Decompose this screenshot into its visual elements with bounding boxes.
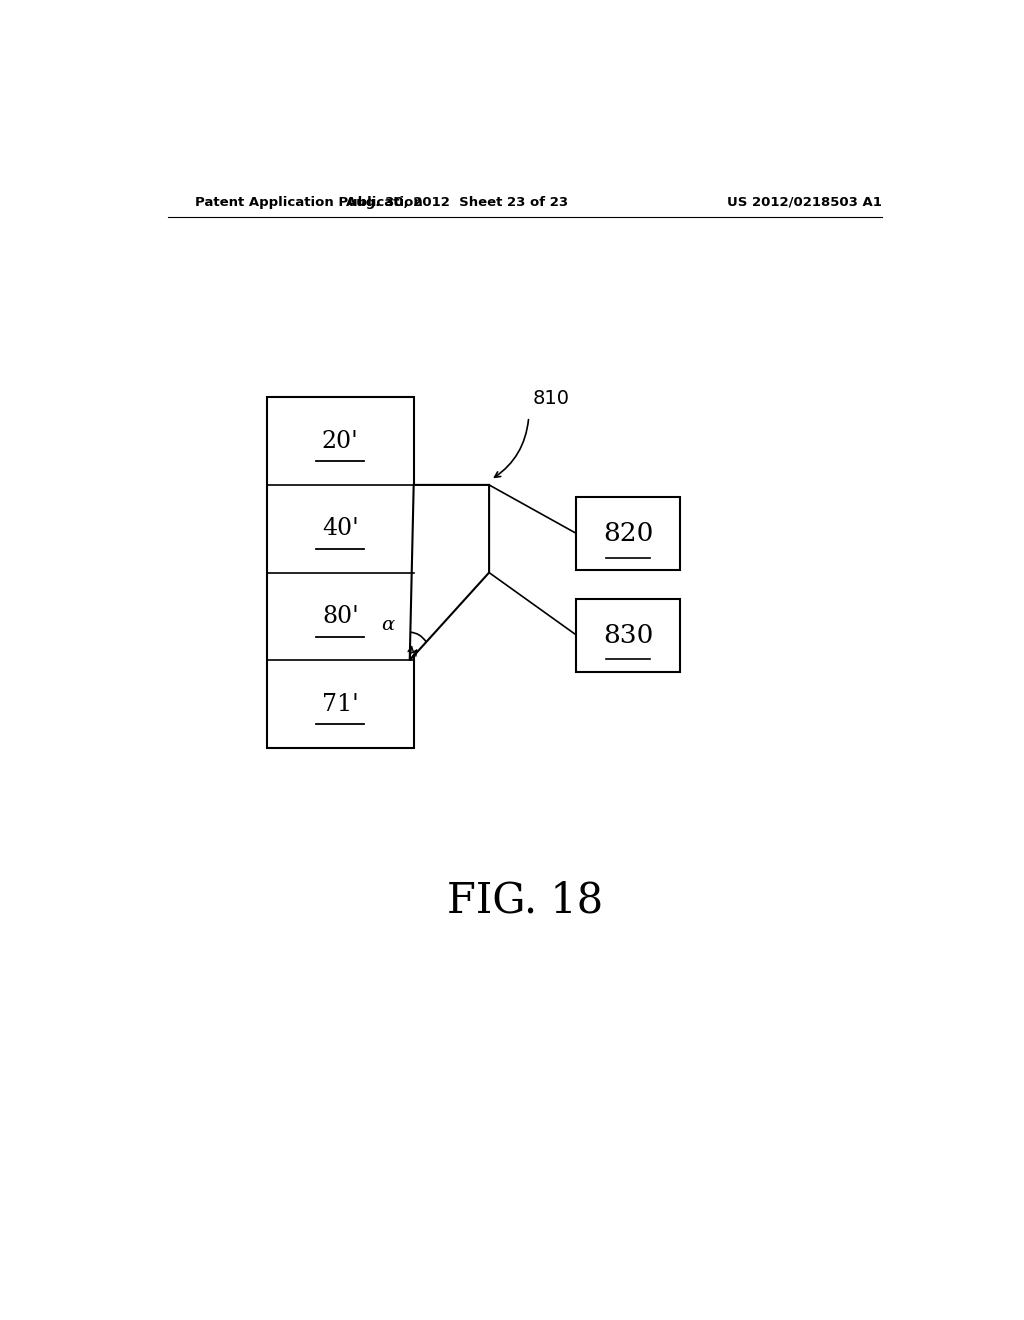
Bar xyxy=(577,598,680,672)
Text: 810: 810 xyxy=(532,389,569,408)
Text: 40': 40' xyxy=(322,517,358,540)
Text: α: α xyxy=(381,615,394,634)
Bar xyxy=(577,496,680,570)
Text: 20': 20' xyxy=(322,429,358,453)
Text: Aug. 30, 2012  Sheet 23 of 23: Aug. 30, 2012 Sheet 23 of 23 xyxy=(346,195,568,209)
Text: Patent Application Publication: Patent Application Publication xyxy=(196,195,423,209)
Text: 830: 830 xyxy=(603,623,653,648)
Text: 80': 80' xyxy=(322,605,358,628)
Bar xyxy=(267,397,414,748)
Text: US 2012/0218503 A1: US 2012/0218503 A1 xyxy=(727,195,882,209)
Polygon shape xyxy=(410,484,489,660)
Text: FIG. 18: FIG. 18 xyxy=(446,879,603,921)
Text: 71': 71' xyxy=(322,693,358,715)
Text: 820: 820 xyxy=(603,521,653,546)
